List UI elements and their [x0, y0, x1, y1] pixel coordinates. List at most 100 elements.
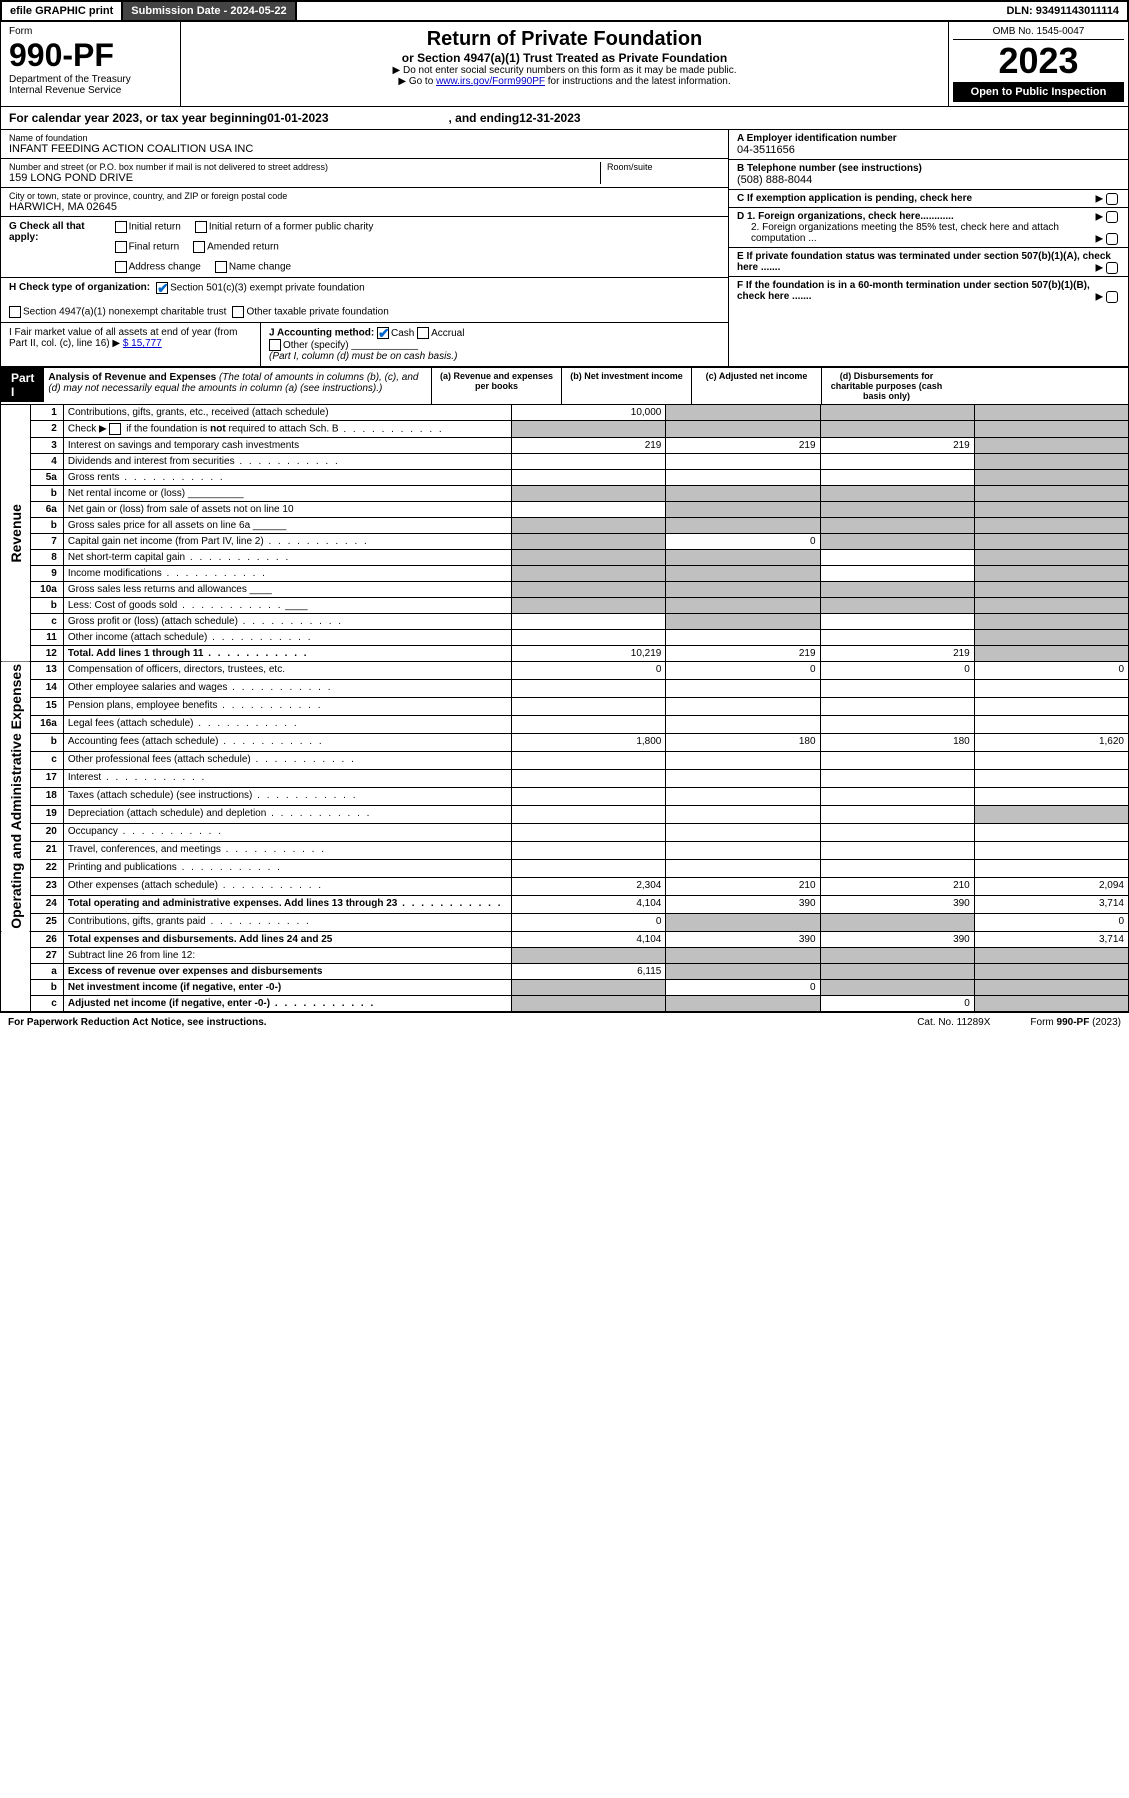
ij-row: I Fair market value of all assets at end…: [1, 323, 728, 366]
c-checkbox[interactable]: [1106, 193, 1118, 205]
line-20: 20Occupancy: [1, 823, 1129, 841]
g-final[interactable]: Final return: [115, 241, 180, 253]
form-header: Form 990-PF Department of the Treasury I…: [0, 22, 1129, 107]
d2-checkbox[interactable]: [1106, 233, 1118, 245]
line-16c: cOther professional fees (attach schedul…: [1, 751, 1129, 769]
fmv-value[interactable]: $ 15,777: [123, 338, 162, 349]
e-cell: E If private foundation status was termi…: [729, 248, 1128, 277]
d-cell: D 1. Foreign organizations, check here..…: [729, 208, 1128, 248]
g-amended[interactable]: Amended return: [193, 241, 279, 253]
h-other-taxable[interactable]: Other taxable private foundation: [232, 306, 388, 318]
d1-checkbox[interactable]: [1106, 211, 1118, 223]
line-19: 19Depreciation (attach schedule) and dep…: [1, 805, 1129, 823]
note-ssn: ▶ Do not enter social security numbers o…: [187, 65, 942, 76]
street-address: 159 LONG POND DRIVE: [9, 172, 600, 184]
tax-year: 2023: [953, 40, 1124, 82]
part1-title: Analysis of Revenue and Expenses: [48, 372, 216, 383]
submission-date: Submission Date - 2024-05-22: [123, 2, 296, 20]
header-left: Form 990-PF Department of the Treasury I…: [1, 22, 181, 106]
j-cash[interactable]: Cash: [377, 328, 414, 339]
h-4947[interactable]: Section 4947(a)(1) nonexempt charitable …: [9, 306, 226, 318]
note-link: ▶ Go to www.irs.gov/Form990PF for instru…: [187, 76, 942, 87]
line-6a: 6aNet gain or (loss) from sale of assets…: [1, 502, 1129, 518]
year-end: 12-31-2023: [519, 111, 580, 125]
ein-value: 04-3511656: [737, 144, 1120, 156]
line-26: 26Total expenses and disbursements. Add …: [1, 931, 1129, 947]
dept-line-2: Internal Revenue Service: [9, 85, 172, 96]
ein-cell: A Employer identification number 04-3511…: [729, 130, 1128, 160]
j-other[interactable]: Other (specify): [269, 340, 349, 351]
line-9: 9Income modifications: [1, 566, 1129, 582]
line-13: Operating and Administrative Expenses 13…: [1, 662, 1129, 680]
identity-section: Name of foundation INFANT FEEDING ACTION…: [0, 130, 1129, 367]
part1-table: Revenue 1Contributions, gifts, grants, e…: [0, 405, 1129, 1012]
col-a-header: (a) Revenue and expenses per books: [431, 368, 561, 404]
line-17: 17Interest: [1, 769, 1129, 787]
g-initial[interactable]: Initial return: [115, 221, 181, 233]
header-right: OMB No. 1545-0047 2023 Open to Public In…: [948, 22, 1128, 106]
line-2: 2Check ▶ if the foundation is not requir…: [1, 421, 1129, 438]
j-accrual[interactable]: Accrual: [417, 328, 464, 339]
line-14: 14Other employee salaries and wages: [1, 679, 1129, 697]
line-27b: bNet investment income (if negative, ent…: [1, 979, 1129, 995]
tel-value: (508) 888-8044: [737, 174, 1120, 186]
top-bar: efile GRAPHIC print Submission Date - 20…: [0, 0, 1129, 22]
page-footer: For Paperwork Reduction Act Notice, see …: [0, 1012, 1129, 1032]
line-10c: cGross profit or (loss) (attach schedule…: [1, 614, 1129, 630]
efile-label[interactable]: efile GRAPHIC print: [2, 2, 123, 20]
open-inspection: Open to Public Inspection: [953, 82, 1124, 102]
form-number: 990-PF: [9, 37, 172, 74]
line-11: 11Other income (attach schedule): [1, 630, 1129, 646]
line-4: 4Dividends and interest from securities: [1, 454, 1129, 470]
paperwork-notice: For Paperwork Reduction Act Notice, see …: [8, 1017, 267, 1028]
line-25: 25Contributions, gifts, grants paid 00: [1, 913, 1129, 931]
g-addr-change[interactable]: Address change: [115, 261, 201, 273]
city-cell: City or town, state or province, country…: [1, 188, 728, 217]
line-5a: 5aGross rents: [1, 470, 1129, 486]
line-12: 12Total. Add lines 1 through 11 10,21921…: [1, 646, 1129, 662]
line-27c: cAdjusted net income (if negative, enter…: [1, 995, 1129, 1011]
dept-line-1: Department of the Treasury: [9, 74, 172, 85]
schb-checkbox[interactable]: [109, 423, 121, 435]
address-cell: Number and street (or P.O. box number if…: [1, 159, 728, 188]
j-accounting: J Accounting method: Cash Accrual Other …: [261, 323, 728, 366]
line-5b: bNet rental income or (loss) __________: [1, 486, 1129, 502]
e-checkbox[interactable]: [1106, 262, 1118, 274]
calendar-year-row: For calendar year 2023, or tax year begi…: [0, 107, 1129, 130]
f-checkbox[interactable]: [1106, 291, 1118, 303]
line-27: 27Subtract line 26 from line 12:: [1, 947, 1129, 963]
i-fmv: I Fair market value of all assets at end…: [1, 323, 261, 366]
line-8: 8Net short-term capital gain: [1, 550, 1129, 566]
year-begin: 01-01-2023: [267, 111, 328, 125]
header-center: Return of Private Foundation or Section …: [181, 22, 948, 106]
line-3: 3Interest on savings and temporary cash …: [1, 438, 1129, 454]
h-501c3[interactable]: Section 501(c)(3) exempt private foundat…: [156, 282, 365, 294]
col-b-header: (b) Net investment income: [561, 368, 691, 404]
line-10a: 10aGross sales less returns and allowanc…: [1, 582, 1129, 598]
line-23: 23Other expenses (attach schedule) 2,304…: [1, 877, 1129, 895]
foundation-name-cell: Name of foundation INFANT FEEDING ACTION…: [1, 130, 728, 159]
form-label: Form: [9, 26, 172, 37]
room-label: Room/suite: [607, 162, 720, 172]
g-initial-former[interactable]: Initial return of a former public charit…: [195, 221, 374, 233]
line-10b: bLess: Cost of goods sold ____: [1, 598, 1129, 614]
part1-header: Part I Analysis of Revenue and Expenses …: [0, 367, 1129, 405]
line-21: 21Travel, conferences, and meetings: [1, 841, 1129, 859]
line-1: Revenue 1Contributions, gifts, grants, e…: [1, 405, 1129, 421]
form-ref: Form 990-PF (2023): [1030, 1017, 1121, 1028]
form-subtitle: or Section 4947(a)(1) Trust Treated as P…: [187, 51, 942, 65]
col-c-header: (c) Adjusted net income: [691, 368, 821, 404]
h-row: H Check type of organization: Section 50…: [1, 278, 728, 323]
dln: DLN: 93491143011114: [998, 2, 1127, 20]
part1-badge: Part I: [1, 368, 44, 402]
line-18: 18Taxes (attach schedule) (see instructi…: [1, 787, 1129, 805]
g-row: G Check all that apply: Initial return I…: [1, 217, 728, 278]
omb-number: OMB No. 1545-0047: [953, 26, 1124, 40]
identity-right: A Employer identification number 04-3511…: [728, 130, 1128, 366]
tel-cell: B Telephone number (see instructions) (5…: [729, 160, 1128, 190]
instructions-link[interactable]: www.irs.gov/Form990PF: [436, 76, 545, 87]
expenses-label: Operating and Administrative Expenses: [1, 662, 31, 932]
revenue-label: Revenue: [1, 405, 31, 662]
g-name-change[interactable]: Name change: [215, 261, 291, 273]
city-state-zip: HARWICH, MA 02645: [9, 201, 720, 213]
